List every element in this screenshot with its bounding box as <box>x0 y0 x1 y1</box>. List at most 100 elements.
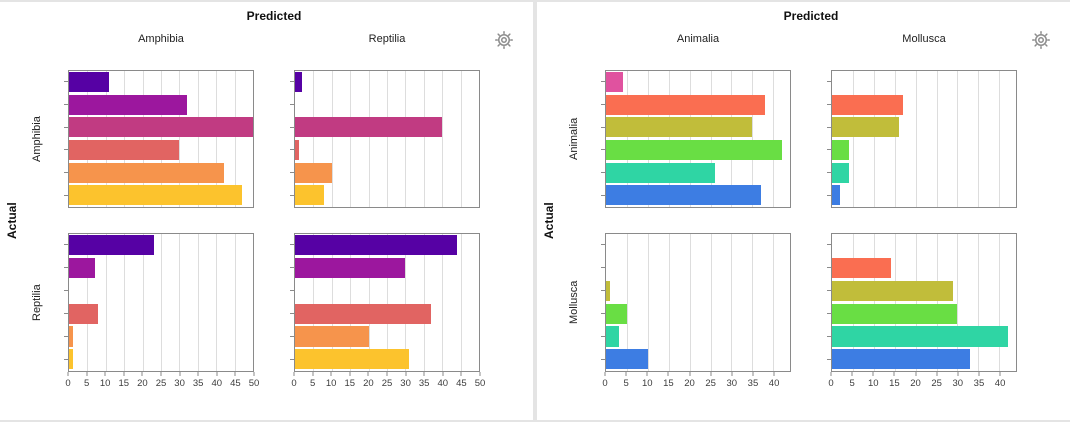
y-axis-tick <box>827 290 831 292</box>
x-axis-tick <box>104 372 106 376</box>
gridline <box>234 71 236 207</box>
actual-class-label-mollusca: Mollusca <box>568 280 580 325</box>
predicted-class-label-amphibia: Amphibia <box>138 33 184 45</box>
y-axis-tick <box>290 194 294 196</box>
bar-chart-cell-actual-amphibia-predicted-reptilia <box>290 70 480 208</box>
gridline <box>368 234 370 371</box>
gridline <box>350 71 352 207</box>
bar <box>606 303 627 324</box>
y-axis-tick <box>64 194 68 196</box>
bar <box>69 185 242 206</box>
y-axis-tick <box>601 194 605 196</box>
bar <box>832 162 849 183</box>
gridline <box>197 234 199 371</box>
x-axis-tick <box>830 372 832 376</box>
x-axis-tick-label: 0 <box>602 378 608 389</box>
y-axis-tick <box>64 172 68 173</box>
x-axis-tick <box>689 372 691 376</box>
gridline <box>460 234 462 371</box>
bar <box>832 185 841 206</box>
gridline <box>978 71 980 207</box>
x-axis-tick <box>773 372 775 376</box>
x-axis-tick-label: 15 <box>663 378 674 389</box>
panel-settings-button[interactable] <box>493 29 515 51</box>
y-axis-tick <box>827 172 831 173</box>
x-axis-tick-label: 35 <box>192 378 204 389</box>
x-axis-tick <box>179 372 181 376</box>
x-axis-tick <box>604 372 606 376</box>
x-axis-tick <box>978 372 980 376</box>
x-axis-tick-label: 5 <box>309 378 316 389</box>
x-axis-tick <box>752 372 754 376</box>
bar <box>69 326 73 347</box>
predicted-class-label-animalia: Animalia <box>676 33 720 45</box>
y-axis-tick <box>290 358 294 360</box>
x-axis-tick-label: 20 <box>137 378 148 389</box>
x-axis-tick <box>405 372 407 376</box>
gridline <box>405 234 407 371</box>
panel-settings-button[interactable] <box>1030 29 1052 51</box>
x-axis-tick-label: 30 <box>174 378 185 389</box>
bar <box>295 117 443 138</box>
x-axis-tick-label: 50 <box>474 378 486 389</box>
bar <box>69 235 154 256</box>
x-axis-tick <box>330 372 332 376</box>
y-axis-tick <box>827 126 831 128</box>
gridline <box>710 71 712 207</box>
gridline <box>915 234 917 371</box>
x-axis-tick-label: 40 <box>437 378 449 389</box>
y-axis-tick <box>290 149 294 151</box>
actual-class-label-animalia: Animalia <box>568 117 580 161</box>
x-axis-tick <box>216 372 218 376</box>
bar <box>606 280 611 301</box>
gridline <box>852 234 854 371</box>
bar <box>295 235 457 256</box>
x-axis-tick-label: 40 <box>211 378 223 389</box>
y-axis-tick <box>827 104 831 105</box>
gridline <box>460 71 462 207</box>
x-axis-tick <box>442 372 444 376</box>
bar-chart-cell-actual-mollusca-predicted-mollusca <box>827 233 1017 372</box>
confusion-matrix-panel-amphibia-reptilia: Predicted Amphibia Reptilia Actual Amphi… <box>0 2 533 420</box>
gridline <box>142 71 144 207</box>
gridline <box>773 71 775 207</box>
x-axis-tick-label: 0 <box>828 378 834 389</box>
x-axis-tick <box>915 372 917 376</box>
y-axis-tick <box>827 244 831 246</box>
y-axis-tick <box>601 149 605 151</box>
gridline <box>957 234 959 371</box>
predicted-class-label-reptilia: Reptilia <box>368 33 406 45</box>
gridline <box>331 71 333 207</box>
gridline <box>731 71 733 207</box>
gridline <box>873 71 875 207</box>
x-axis-tick-label: 5 <box>849 378 855 389</box>
gridline <box>689 71 691 207</box>
gridline <box>142 234 144 371</box>
x-axis-tick <box>423 372 425 376</box>
bar-chart-cell-actual-mollusca-predicted-animalia <box>601 233 791 372</box>
bar <box>69 303 99 324</box>
bar <box>69 349 73 370</box>
gridline <box>387 71 388 207</box>
x-axis-tick-label: 10 <box>867 378 879 389</box>
bar <box>606 140 782 161</box>
y-axis-tick <box>290 290 294 292</box>
gridline <box>752 234 754 371</box>
y-axis-tick <box>601 126 605 128</box>
gridline <box>423 234 425 371</box>
x-axis-tick-label: 35 <box>747 378 759 389</box>
y-axis-tick <box>601 267 605 269</box>
y-axis-tick <box>290 244 294 246</box>
predicted-axis-title: Predicted <box>783 9 839 23</box>
gridline <box>313 234 315 371</box>
actual-axis-title: Actual <box>542 202 556 240</box>
y-axis-tick <box>64 104 68 105</box>
y-axis-tick <box>601 81 605 83</box>
x-axis-tick <box>386 372 388 376</box>
gridline <box>978 234 980 371</box>
x-axis-tick <box>999 372 1001 376</box>
x-axis-tick-label: 15 <box>889 378 900 389</box>
gridline <box>179 234 181 371</box>
gridline <box>873 234 875 371</box>
gridline <box>87 71 89 207</box>
